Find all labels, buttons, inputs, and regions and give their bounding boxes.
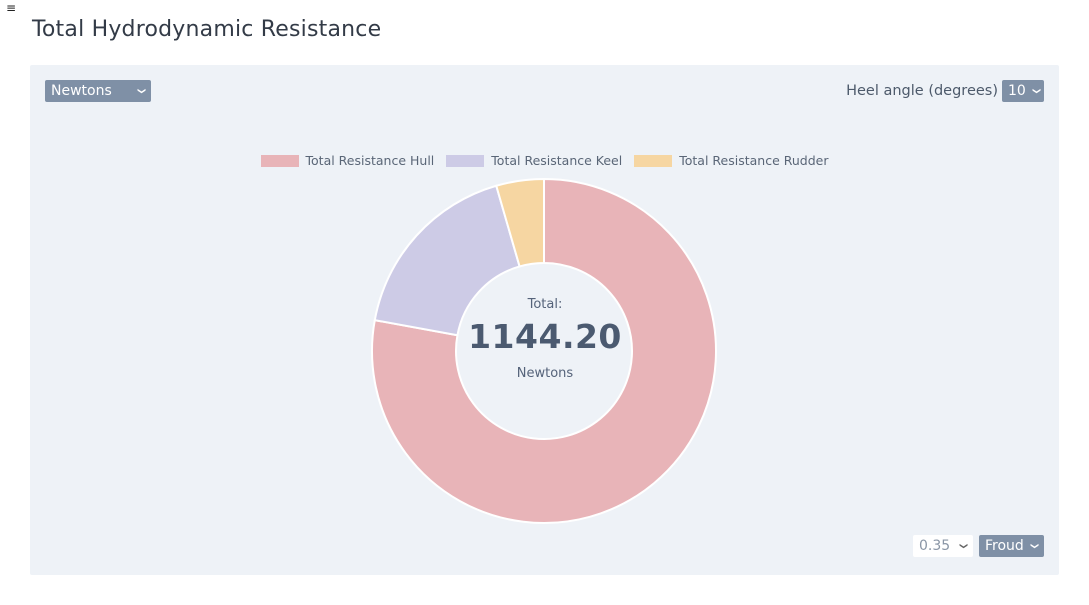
doughnut-slice[interactable] — [495, 177, 545, 268]
total-caption: Total: — [527, 297, 563, 312]
legend-swatch — [260, 154, 299, 167]
legend-label: Total Resistance Rudder — [679, 153, 829, 168]
froude-controls: 0.35 ❯ Froud ❯ — [913, 535, 1044, 557]
total-unit: Newtons — [516, 366, 574, 381]
doughnut-slice[interactable] — [373, 184, 521, 337]
heel-angle-control: Heel angle (degrees) 10 ❯ — [846, 80, 1044, 102]
heel-angle-label: Heel angle (degrees) — [846, 83, 998, 99]
froude-select[interactable]: Froud ❯ — [979, 535, 1044, 557]
page-title: Total Hydrodynamic Resistance — [32, 17, 382, 42]
froude-number-value: 0.35 — [919, 538, 951, 554]
heel-angle-select[interactable]: 10 ❯ — [1002, 80, 1044, 102]
legend-label: Total Resistance Keel — [491, 153, 623, 168]
doughnut-slice[interactable] — [371, 177, 717, 524]
legend-item[interactable]: Total Resistance Rudder — [634, 153, 828, 168]
legend-item[interactable]: Total Resistance Keel — [446, 153, 622, 168]
doughnut-chart — [371, 177, 717, 524]
chevron-down-icon: ❯ — [1030, 542, 1039, 550]
chart-legend: Total Resistance Hull Total Resistance Ke… — [30, 153, 1059, 168]
heel-angle-value: 10 — [1008, 83, 1026, 99]
chevron-down-icon: ❯ — [958, 542, 968, 550]
legend-swatch — [634, 154, 673, 167]
chart-panel: Newtons ❯ Heel angle (degrees) 10 ❯ Tota… — [30, 65, 1059, 575]
units-select[interactable]: Newtons ❯ — [45, 80, 151, 102]
legend-swatch — [446, 154, 485, 167]
total-value: 1144.20 — [468, 317, 622, 356]
units-select-value: Newtons — [51, 83, 112, 99]
froude-number-select[interactable]: 0.35 ❯ — [913, 535, 973, 557]
legend-label: Total Resistance Hull — [305, 153, 435, 168]
legend-item[interactable]: Total Resistance Hull — [260, 153, 435, 168]
froude-select-value: Froud — [985, 538, 1024, 554]
hamburger-menu-icon[interactable]: ≡ — [6, 1, 17, 15]
